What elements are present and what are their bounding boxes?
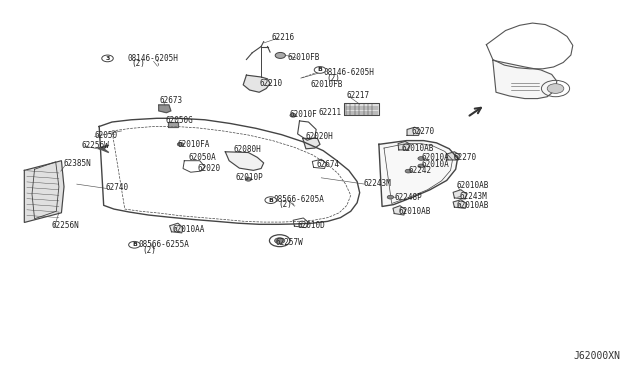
Circle shape: [129, 241, 140, 248]
Text: B: B: [132, 242, 137, 247]
Circle shape: [245, 177, 252, 181]
Text: 62248P: 62248P: [395, 193, 422, 202]
Circle shape: [418, 164, 424, 168]
Polygon shape: [159, 105, 171, 113]
Circle shape: [547, 84, 564, 93]
Text: (2): (2): [278, 200, 292, 209]
Polygon shape: [303, 138, 320, 149]
Text: 3: 3: [106, 56, 109, 61]
Text: 08566-6255A: 08566-6255A: [138, 240, 189, 249]
Circle shape: [418, 157, 424, 160]
Text: 62010FB: 62010FB: [288, 53, 321, 62]
Text: 62740: 62740: [106, 183, 129, 192]
Text: 62050G: 62050G: [165, 116, 193, 125]
Text: 62010AB: 62010AB: [456, 181, 489, 190]
Text: 08146-6205H: 08146-6205H: [323, 68, 374, 77]
Text: 62020H: 62020H: [306, 132, 333, 141]
Polygon shape: [98, 145, 109, 153]
Text: (2): (2): [131, 60, 145, 68]
Text: 62216: 62216: [272, 33, 295, 42]
Text: 08566-6205A: 08566-6205A: [274, 195, 324, 203]
Text: 62256W: 62256W: [82, 141, 109, 150]
Circle shape: [387, 195, 394, 199]
Circle shape: [275, 238, 285, 244]
Text: (2): (2): [142, 246, 156, 255]
Polygon shape: [453, 200, 467, 208]
Text: 62270: 62270: [453, 153, 476, 162]
Text: 62080H: 62080H: [234, 145, 261, 154]
Text: 62010A: 62010A: [421, 160, 449, 169]
Circle shape: [290, 113, 296, 117]
Text: 62256N: 62256N: [51, 221, 79, 230]
Polygon shape: [225, 152, 264, 170]
Circle shape: [405, 169, 412, 173]
Text: 62385N: 62385N: [64, 159, 92, 168]
Text: 62050A: 62050A: [189, 153, 216, 162]
Text: 62010F: 62010F: [289, 110, 317, 119]
Text: 62050: 62050: [95, 131, 118, 140]
Polygon shape: [493, 60, 557, 99]
Text: 62674: 62674: [317, 160, 340, 169]
Text: B: B: [317, 67, 323, 73]
Polygon shape: [407, 127, 420, 135]
Text: 62270: 62270: [412, 127, 435, 136]
Text: 62010FA: 62010FA: [178, 140, 211, 149]
Polygon shape: [170, 223, 183, 233]
Polygon shape: [453, 190, 467, 199]
Polygon shape: [393, 206, 406, 215]
Polygon shape: [168, 122, 178, 127]
Text: 62010AA: 62010AA: [173, 225, 205, 234]
Text: 62243M: 62243M: [364, 179, 391, 188]
Text: 62242: 62242: [408, 166, 431, 175]
Text: 62010P: 62010P: [236, 173, 263, 182]
Polygon shape: [243, 75, 270, 92]
Polygon shape: [379, 141, 458, 206]
Text: 62243M: 62243M: [460, 192, 487, 201]
Text: B: B: [268, 198, 273, 203]
Text: J62000XN: J62000XN: [574, 351, 621, 361]
Text: 62010AB: 62010AB: [456, 201, 489, 210]
Text: 62010FB: 62010FB: [310, 80, 343, 89]
Text: 62673: 62673: [160, 96, 183, 105]
Text: 62210: 62210: [259, 79, 282, 88]
Text: 62010AB: 62010AB: [399, 207, 431, 216]
Polygon shape: [398, 141, 410, 150]
Text: 08146-6205H: 08146-6205H: [128, 54, 179, 63]
Polygon shape: [24, 161, 64, 222]
Text: 62010D: 62010D: [298, 221, 325, 230]
Text: (2): (2): [326, 74, 340, 83]
Text: 62217: 62217: [347, 91, 370, 100]
Circle shape: [314, 67, 326, 73]
Circle shape: [275, 52, 285, 58]
Circle shape: [102, 55, 113, 62]
Text: 62020: 62020: [197, 164, 220, 173]
Polygon shape: [344, 103, 379, 115]
Text: 62010A: 62010A: [421, 153, 449, 162]
Polygon shape: [447, 152, 460, 160]
Circle shape: [177, 142, 184, 146]
Text: 62010AB: 62010AB: [402, 144, 435, 153]
Circle shape: [265, 197, 276, 203]
Text: 62257W: 62257W: [275, 238, 303, 247]
Text: 62211: 62211: [319, 108, 342, 117]
